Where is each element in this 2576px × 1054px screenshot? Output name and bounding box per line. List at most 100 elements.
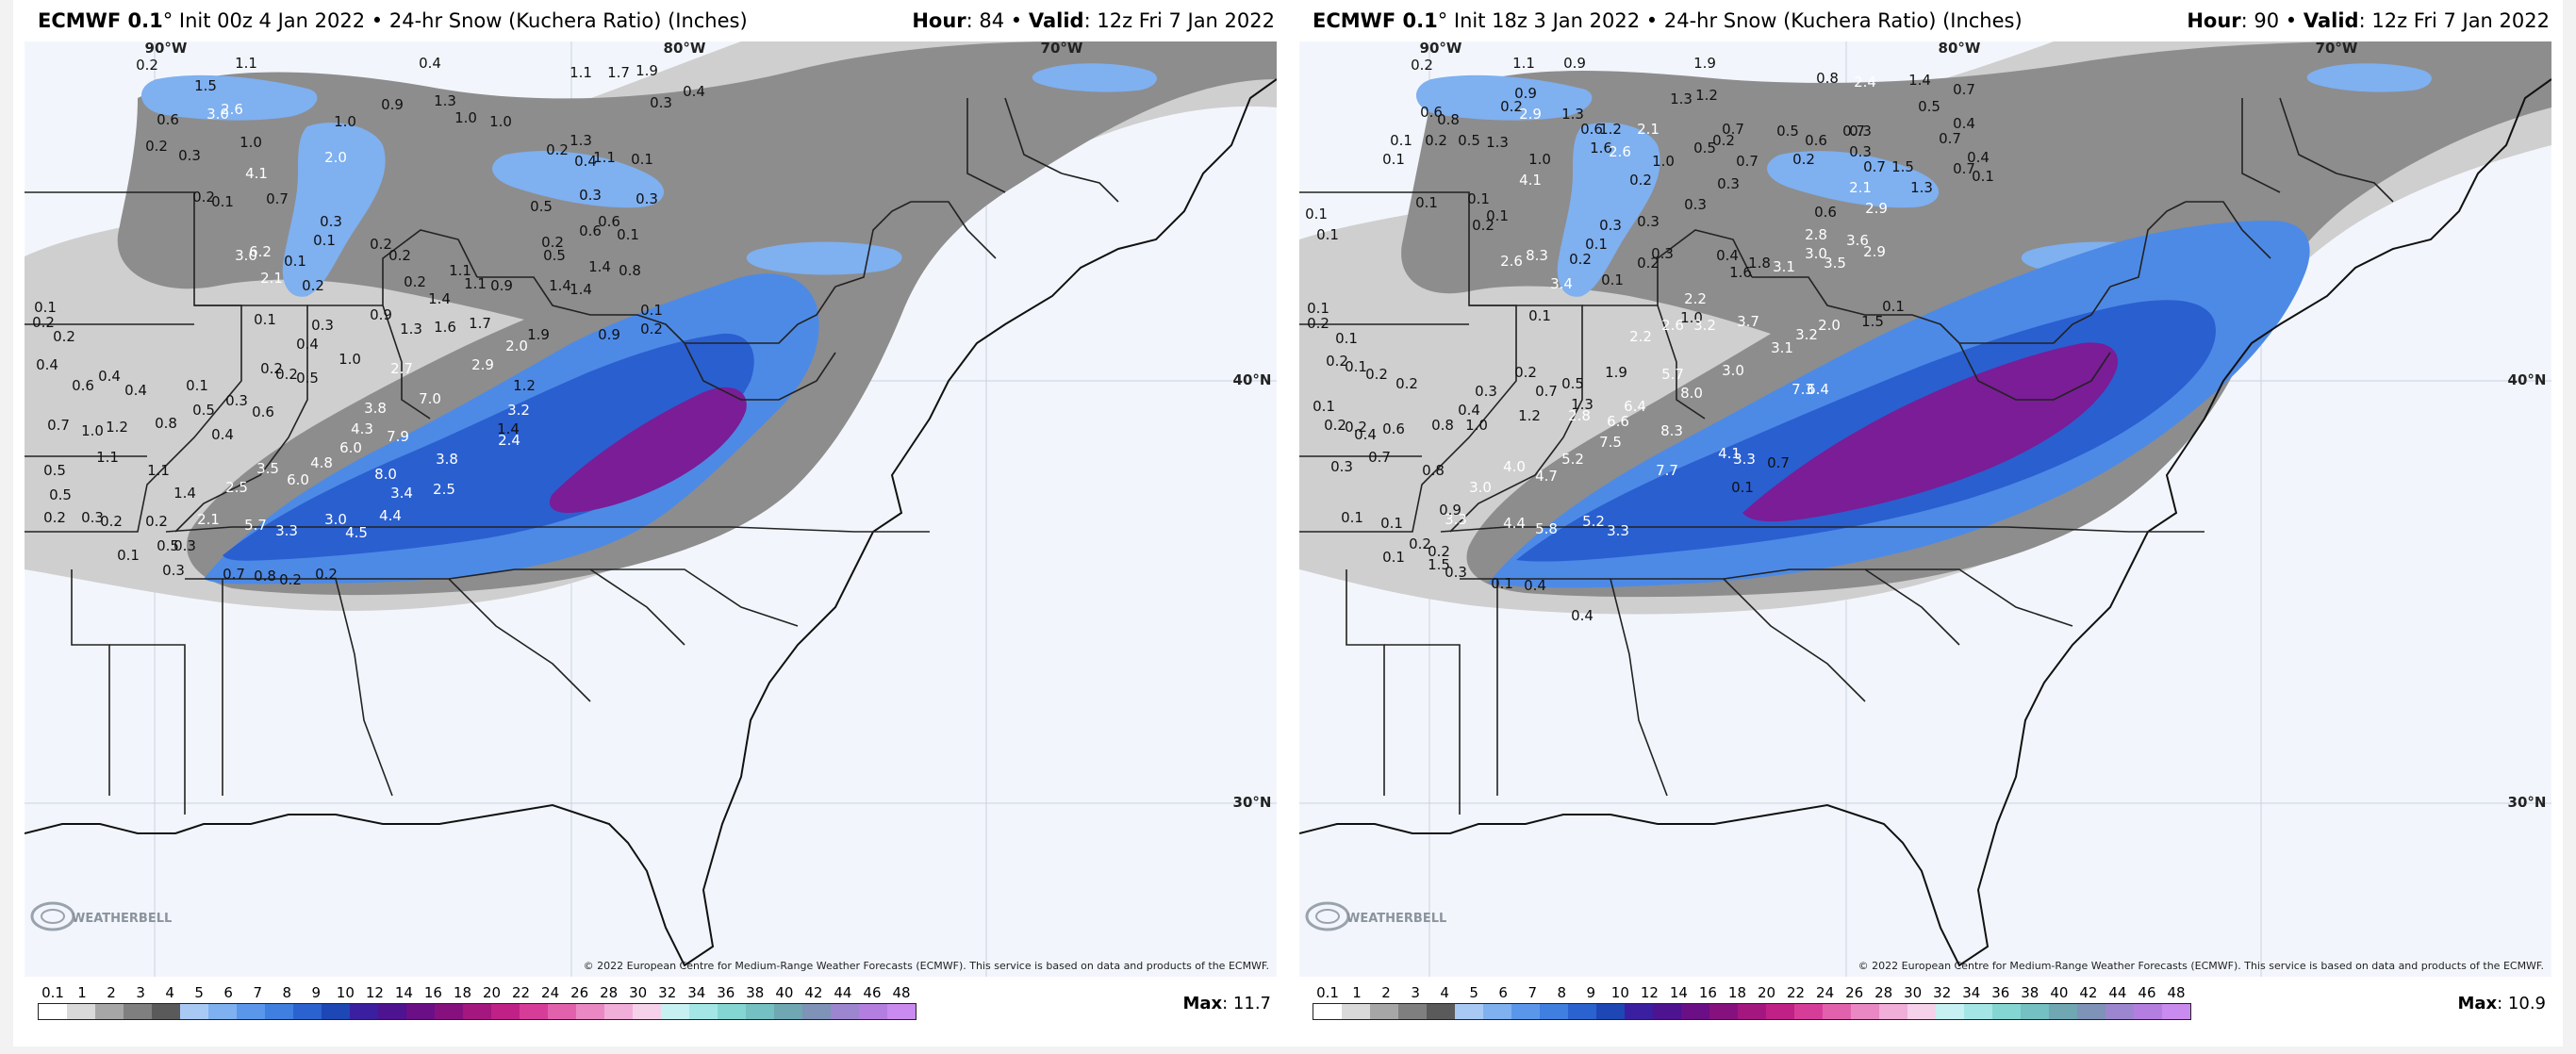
logo-text: WEATHERBELL [1346, 912, 1446, 926]
snowfall-value-label: 2.4 [1854, 74, 1876, 91]
snowfall-value-label: 5.7 [244, 517, 267, 534]
lake-effect-snow [746, 241, 902, 275]
snowfall-value-label: 0.4 [36, 356, 58, 373]
copyright-notice: © 2022 European Centre for Medium-Range … [584, 960, 1269, 972]
max-label: Max [1182, 994, 1223, 1013]
snowfall-value-label: 0.3 [1684, 196, 1707, 213]
snowfall-value-label: 0.3 [225, 392, 248, 409]
legend-swatch [1992, 1004, 2021, 1019]
snowfall-value-label: 0.9 [1563, 55, 1586, 72]
snowfall-value-label: 0.6 [579, 222, 602, 239]
legend-tick-label: 2 [1381, 984, 1391, 1001]
snowfall-value-label: 2.1 [260, 270, 283, 287]
snowfall-value-label: 0.1 [1528, 307, 1551, 324]
snowfall-value-label: 0.2 [1629, 172, 1652, 189]
snowfall-value-label: 0.7 [1767, 454, 1790, 471]
state-border [1004, 97, 1063, 174]
snowfall-value-label: 2.2 [1684, 290, 1707, 307]
lake-effect-snow [282, 123, 386, 297]
snowfall-value-label: 7.3 [1792, 381, 1814, 398]
snowfall-value-label: 4.5 [345, 524, 368, 541]
snowfall-value-label: 0.5 [1458, 132, 1480, 149]
lat-40-label: 40°N [1233, 371, 1272, 388]
legend-swatch [1342, 1004, 1370, 1019]
legend-tick-label: 12 [1640, 984, 1659, 1001]
state-border [834, 201, 912, 288]
legend-tick-label: 14 [394, 984, 413, 1001]
lake-effect-snow [1767, 151, 1940, 208]
lake-effect-snow [1415, 74, 1593, 121]
state-border [336, 578, 591, 702]
legend-tick-label: 4 [1440, 984, 1449, 1001]
snowfall-value-label: 0.1 [254, 311, 276, 328]
snowfall-value-label: 0.7 [223, 566, 245, 583]
snowfall-value-label: 2.0 [324, 149, 347, 166]
state-border [71, 569, 110, 796]
state-border [2186, 201, 2271, 259]
legend-tick-label: 10 [336, 984, 355, 1001]
lon-90-label: 90°W [145, 41, 188, 57]
legend-tick-label: 6 [223, 984, 233, 1001]
snowfall-value-label: 0.2 [136, 57, 158, 74]
state-border [1582, 229, 1753, 306]
legend-swatch [1766, 1004, 1794, 1019]
snowfall-value-label: 0.1 [1415, 194, 1438, 211]
snowfall-value-label: 0.2 [1324, 417, 1346, 434]
lake-effect-snow [2306, 63, 2432, 92]
legend-tick-label: 12 [365, 984, 384, 1001]
panel-header: ECMWF 0.1° Init 18z 3 Jan 2022 • 24-hr S… [1288, 0, 2563, 41]
snowfall-value-label: 0.3 [311, 317, 334, 334]
snowfall-value-label: 0.6 [1805, 132, 1827, 149]
snowfall-value-label: 6.0 [339, 439, 362, 456]
snowfall-value-label: 4.4 [379, 507, 402, 524]
snowfall-value-label: 0.1 [631, 151, 653, 168]
snowfall-value-label: 0.2 [1345, 419, 1367, 436]
legend-swatch [1596, 1004, 1625, 1019]
legend-tick-label: 44 [2108, 984, 2127, 1001]
snowfall-value-label: 1.0 [239, 134, 262, 151]
snowfall-value-label: 1.9 [636, 62, 658, 79]
map-canvas: 90°W 80°W 70°W40°N30°N0.2 1.10.90.90.80.61.… [1299, 41, 2551, 977]
valid-value: : 12z Fri 7 Jan 2022 [2358, 9, 2550, 32]
legend-swatch [661, 1004, 689, 1019]
snowfall-value-label: 0.1 [1307, 300, 1329, 317]
state-border [966, 98, 1006, 193]
legend-swatch [1653, 1004, 1681, 1019]
legend-tick-label: 7 [1527, 984, 1538, 1001]
separator: • [371, 9, 384, 32]
snowfall-value-label: 1.4 [588, 258, 611, 275]
lake-effect-snow [1557, 123, 1660, 297]
snowfall-value-label: 1.0 [81, 422, 104, 439]
snowfall-value-label: 0.7 [1953, 160, 1975, 177]
model-name: ECMWF 0.1 [1313, 9, 1438, 32]
snowfall-value-label: 0.2 [1326, 353, 1348, 370]
snowfall-value-label: 0.3 [1849, 123, 1872, 140]
snowfall-value-label: 0.1 [1341, 509, 1363, 526]
legend-swatch [633, 1004, 661, 1019]
snowfall-value-label: 1.6 [434, 319, 456, 336]
snowfall-value-label: 7.7 [1656, 462, 1678, 479]
snowfall-map: 90°W 80°W 70°W 40°N 30°N 0.2 1.1 0.9 0.9 0.8 0.6 1.… [1299, 41, 2551, 977]
snowfall-value-label: 1.3 [1670, 91, 1693, 107]
snowfall-value-label: 0.3 [1717, 175, 1740, 192]
snowfall-value-label: 1.2 [513, 377, 536, 394]
legend-swatch [746, 1004, 774, 1019]
snowfall-value-label: 1.0 [489, 113, 512, 130]
legend-tick-label: 38 [2021, 984, 2039, 1001]
snowfall-value-label: 1.3 [1910, 179, 1933, 196]
snowfall-value-label: 3.0 [324, 511, 347, 528]
snowfall-value-label: 0.1 [1380, 515, 1403, 532]
snowfall-value-label: 0.1 [1467, 190, 1490, 207]
snowfall-value-label: 0.8 [619, 262, 641, 279]
snowfall-value-label: 0.1 [1390, 132, 1412, 149]
snowfall-value-label: 3.2 [1693, 317, 1716, 334]
snowfall-value-label: 0.1 [1882, 298, 1905, 315]
max-label: Max [2457, 994, 2498, 1013]
valid-label: Valid [2303, 9, 2359, 32]
legend-swatch [604, 1004, 633, 1019]
snowfall-value-label: 3.5 [256, 460, 279, 477]
init-time: Init 18z 3 Jan 2022 [1453, 9, 1641, 32]
weatherbell-logo: WEATHERBELL [30, 901, 172, 931]
snowfall-value-label: 0.3 [650, 94, 672, 111]
state-border [223, 578, 393, 797]
